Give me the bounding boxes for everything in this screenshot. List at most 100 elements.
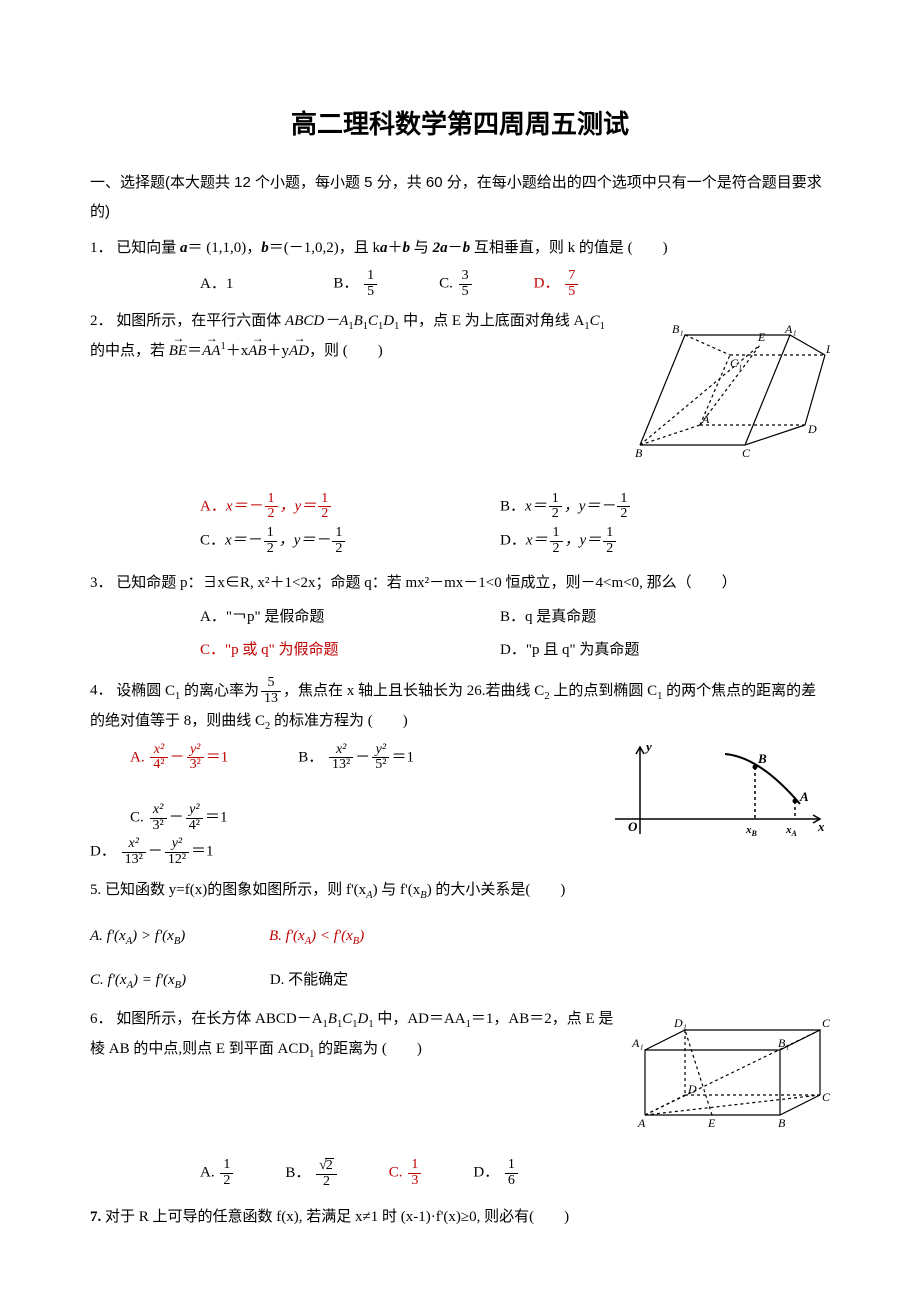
q2c-n2: 1 [332,526,345,542]
q1-optC-den: 5 [459,285,472,300]
q6-optA: A. 12 [200,1158,235,1188]
q4b-xd: 13² [329,758,353,773]
q3-optA: A．"￢p" 是假命题 [200,603,480,632]
q1-optD-den: 5 [565,285,578,300]
svg-text:A: A [701,412,710,426]
q6-options: A. 12 B． 22 C. 13 D． 16 [90,1158,830,1189]
q1-optD-label: D． [534,276,560,292]
q2-d1: D [383,313,394,329]
q4b-eq: ＝1 [391,749,414,765]
q6-text: 如图所示，在长方体 ABCD－A1B1C1D1 中，AD＝AA1＝1，AB＝2，… [90,1011,613,1057]
q2-optB: B．x＝12，y＝－12 [500,492,780,522]
q4a-yd: 3² [187,758,204,773]
q4-tf: 的标准方程为 ( ) [270,713,408,729]
q6-num: 6． [90,1011,113,1027]
q2-optC: C．x＝－12，y＝－12 [200,526,480,556]
q4b-xn: x² [329,743,353,759]
q4a-l: A. [130,749,145,765]
q1-optC: C. 35 [439,269,474,299]
q1-txt-g: 互相垂直，则 k 的值是 ( ) [470,240,668,256]
svg-text:xB: xB [745,824,758,838]
q2b-n2: 1 [617,492,630,508]
figure-curve: O x y B A xB xA [610,739,830,860]
q1-a3: a [440,240,448,256]
question-7: 7. 对于 R 上可导的任意函数 f(x), 若满足 x≠1 时 (x-1)·f… [90,1203,830,1232]
q2a-n2: 1 [318,492,331,508]
q2-text: 如图所示，在平行六面体 ABCD－A1B1C1D1 中，点 E 为上底面对角线 … [90,313,605,359]
q6-optB: B． 22 [285,1158,338,1189]
q6-tb: 中，AD＝AA [374,1011,466,1027]
svg-text:E: E [707,1116,716,1130]
q2-plus2: ＋y [267,343,290,359]
q4c-l: C. [130,810,144,826]
q5-options: A. f'(xA) > f'(xB) B. f'(xA) < f'(xB) C.… [90,922,830,996]
q2-b1: B [354,313,363,329]
q1-a2: a [380,240,388,256]
q2d-x: x＝ [526,533,548,549]
q6-td: 的距离为 ( ) [314,1041,422,1057]
q2-plus1: ＋x [226,343,249,359]
svg-text:y: y [644,739,652,754]
q4b-yn: y² [372,743,389,759]
q2-c1b: C [590,313,600,329]
q5-ta: 已知函数 y=f(x)的图象如图所示，则 f'(x [105,882,366,898]
q2-tc: 的中点，若 [90,343,165,359]
q2d-n2: 1 [603,526,616,542]
q2-optA: A．x＝－12，y＝12 [200,492,480,522]
q6-ta: 如图所示，在长方体 ABCD－A [116,1011,322,1027]
q2d-d2: 2 [603,542,616,557]
q4-tb: 的离心率为 [180,683,259,699]
q4-optC: C. x²3²－y²4²＝1 [130,803,227,833]
q6a-n: 1 [220,1158,233,1174]
q6c-l: C. [389,1165,403,1181]
q5-num: 5. [90,882,101,898]
q1-optC-label: C. [439,276,453,292]
q2-td: ，则 ( ) [309,343,383,359]
q2b-n1: 1 [549,492,562,508]
q4a-eq: ＝1 [206,749,229,765]
q2d-l: D． [500,533,526,549]
svg-text:C: C [822,1090,830,1104]
q4-en: 5 [261,676,281,692]
q3-optD: D．"p 且 q" 为真命题 [500,636,780,665]
q5-text: 已知函数 y=f(x)的图象如图所示，则 f'(xA) 与 f'(xB) 的大小… [105,882,565,898]
q2c-d2: 2 [332,542,345,557]
q2a-n1: 1 [265,492,278,508]
q1-optB-num: 1 [364,269,377,285]
q3-text: 已知命题 p：∃x∈R, x²＋1<2x；命题 q：若 mx²－mx－1<0 恒… [116,575,736,591]
q2-aa1: AA [202,337,220,366]
q6a-d: 2 [220,1174,233,1189]
q2b-y: ，y＝－ [564,498,616,514]
q7-text: 对于 R 上可导的任意函数 f(x), 若满足 x≠1 时 (x-1)·f'(x… [105,1209,569,1225]
q4-tc: ，焦点在 x 轴上且长轴长为 26.若曲线 C [283,683,544,699]
q2b-d1: 2 [549,507,562,522]
q6d-l: D． [473,1165,499,1181]
q6-c: C [342,1011,352,1027]
q4d-xn: x² [122,837,146,853]
q4c-yn: y² [186,803,203,819]
q2-eq: ＝ [187,343,202,359]
q1-optD: D． 75 [534,269,581,299]
q3-optB: B．q 是真命题 [500,603,780,632]
svg-text:A: A [637,1116,646,1130]
q4d-xd: 13² [122,853,146,868]
q2-be: BE [169,337,187,366]
q4d-yd: 12² [165,853,189,868]
svg-text:A: A [799,789,809,804]
q2-s1f: 1 [600,321,605,332]
svg-text:B: B [635,446,643,460]
q1-txt-c: ＝(－1,0,2)，且 k [269,240,380,256]
svg-text:B: B [757,751,767,766]
q5-optA: A. f'(xA) > f'(xB) [90,922,185,952]
q2a-l: A． [200,498,226,514]
q1-txt-f: － [448,240,463,256]
q1-two: 2 [433,240,441,256]
q4-optB: B． x²13²－y²5²＝1 [298,743,414,773]
q1-text: 已知向量 a＝ (1,1,0)，b＝(－1,0,2)，且 ka＋b 与 2a－b… [116,240,667,256]
q6b-d: 2 [316,1175,337,1190]
q1-b2: b [403,240,411,256]
svg-text:C: C [742,446,751,460]
q4-ta: 设椭圆 C [116,683,175,699]
q5-optD: D. 不能确定 [270,966,348,995]
q5-tc: ) 的大小关系是( ) [427,882,566,898]
